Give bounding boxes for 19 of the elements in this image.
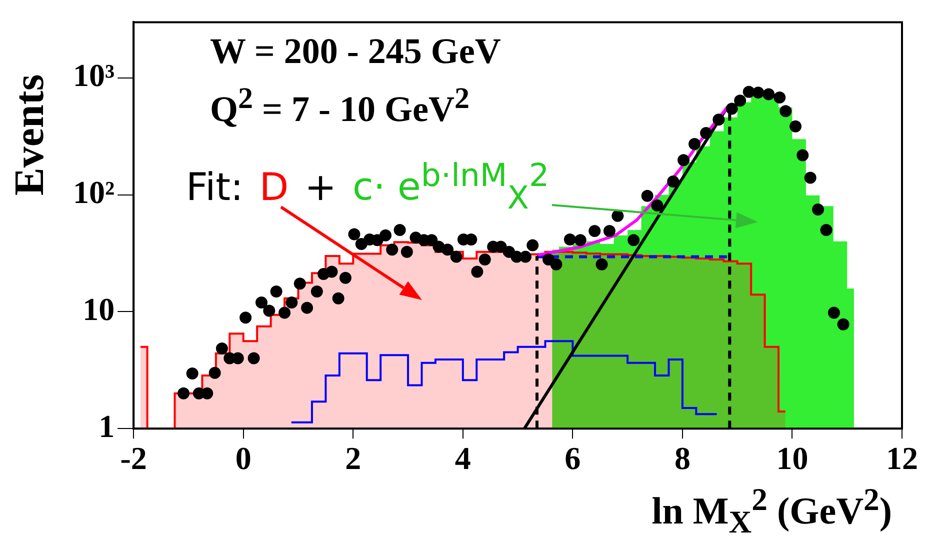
annotation: W = 200 - 245 GeV [210,30,501,72]
annotation: Fit: [186,164,244,209]
x-tick-label: 0 [235,440,252,476]
y-axis-title: Events [6,74,54,196]
x-tick-label: -2 [120,440,147,476]
x-axis-title: ln M$_{X}$$^{2}$ (GeV$^{2}$) [652,482,892,540]
annotation: D [259,164,289,209]
y-tick-label: 10 [82,290,115,327]
x-tick-label: 12 [886,440,918,476]
y-tick-label: 1 [98,408,115,444]
x-tick-label: 10 [776,440,808,476]
annotation: + [304,164,336,209]
x-tick-label: 8 [674,440,690,476]
y-tick-label: 10³ [73,57,115,94]
x-tick-label: 4 [454,440,471,476]
annotation: Q$^{2}$ = 7 - 10 GeV$^{2}$ [210,82,470,130]
x-tick-label: 2 [345,440,362,476]
x-tick-label: 6 [564,440,581,476]
y-tick-label: 10² [73,174,115,210]
